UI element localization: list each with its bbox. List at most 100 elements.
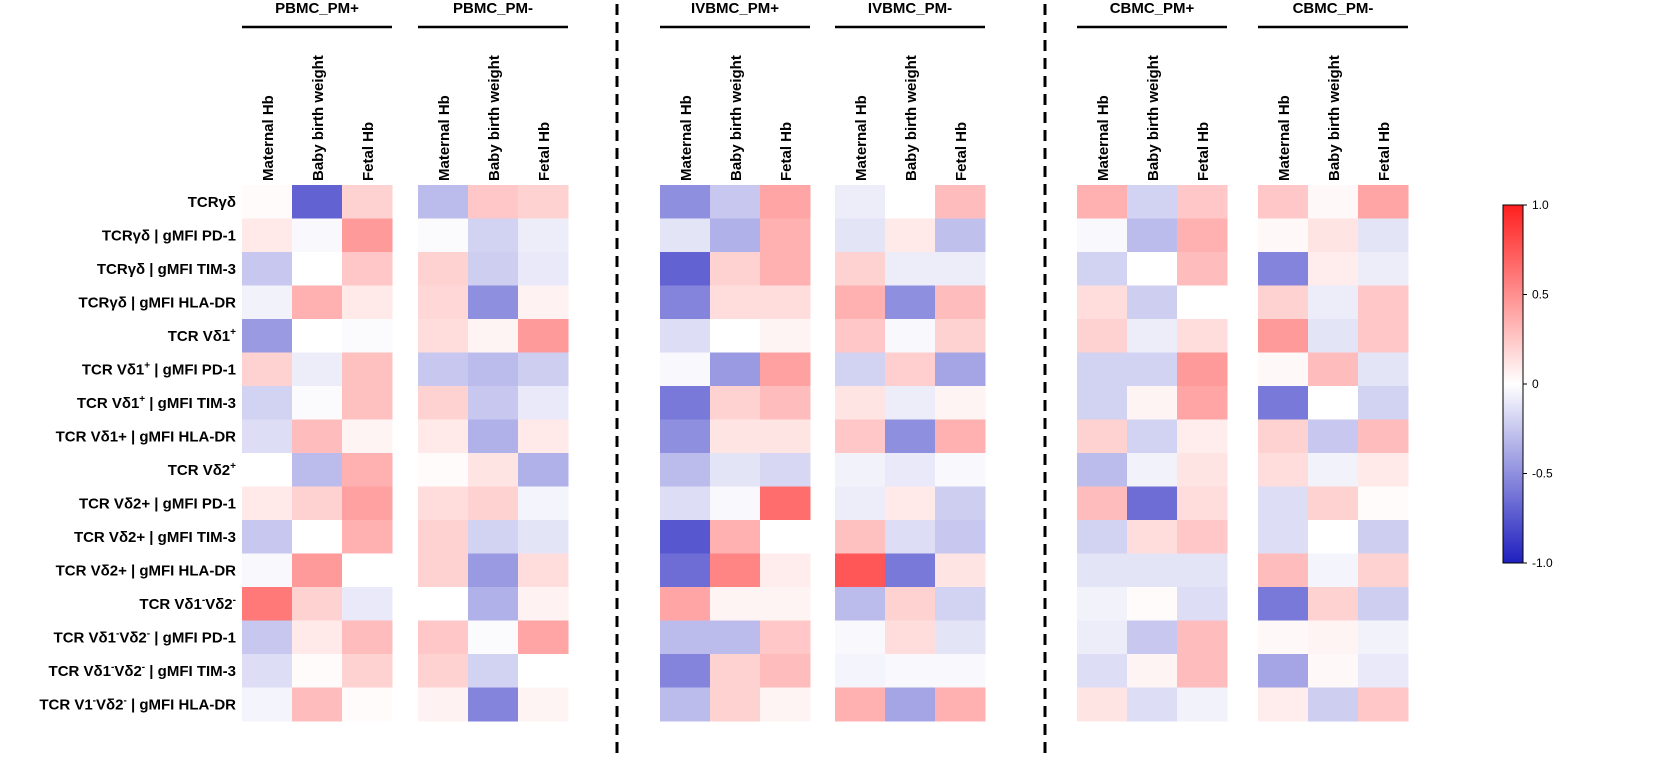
heatmap-cell (660, 252, 711, 286)
heatmap-cell (660, 486, 711, 521)
heatmap-cell (660, 185, 711, 219)
heatmap-cell (418, 218, 469, 253)
heatmap-cell (242, 218, 293, 253)
heatmap-cell (342, 285, 393, 320)
heatmap-cell (468, 654, 519, 688)
heatmap-cell (518, 319, 569, 353)
heatmap-cell (835, 352, 886, 387)
heatmap-cell (418, 620, 469, 655)
heatmap-cell (1308, 352, 1359, 387)
heatmap-cell (935, 654, 986, 688)
heatmap-cell (342, 252, 393, 286)
heatmap-cell (1177, 285, 1228, 320)
heatmap-cell (468, 252, 519, 286)
heatmap-cell (418, 587, 469, 621)
heatmap-cell (518, 453, 569, 487)
row-label: TCR Vδ2+ | gMFI PD-1 (79, 495, 236, 512)
heatmap-cell (660, 319, 711, 353)
heatmap-cell (885, 285, 936, 320)
heatmap-cell (1258, 654, 1309, 688)
heatmap-cell (835, 587, 886, 621)
heatmap-cell (660, 587, 711, 621)
heatmap-cell (1358, 352, 1409, 387)
heatmap-cell (1258, 285, 1309, 320)
heatmap-cell (935, 687, 986, 722)
heatmap-cell (935, 319, 986, 353)
heatmap-cell (1077, 218, 1128, 253)
heatmap-cell (1077, 687, 1128, 722)
heatmap-cell (760, 218, 811, 253)
column-label: Maternal Hb (1095, 95, 1112, 181)
heatmap-cell (1358, 218, 1409, 253)
heatmap-cell (1308, 419, 1359, 454)
heatmap-cell (242, 252, 293, 286)
heatmap-cell (835, 319, 886, 353)
heatmap-cell (835, 486, 886, 521)
heatmap-cell (1127, 352, 1178, 387)
heatmap-cell (760, 352, 811, 387)
row-label: TCR Vδ1-Vδ2- (139, 595, 236, 613)
column-label: Baby birth weight (903, 55, 920, 181)
heatmap-cell (1258, 419, 1309, 454)
heatmap-cell (660, 453, 711, 487)
heatmap-cell (935, 520, 986, 554)
heatmap-cell (242, 285, 293, 320)
heatmap-cell (660, 553, 711, 588)
heatmap-cell (342, 352, 393, 387)
heatmap-cell (885, 486, 936, 521)
heatmap-cell (935, 419, 986, 454)
heatmap-cell (342, 453, 393, 487)
heatmap-cell (935, 553, 986, 588)
heatmap-cell (468, 587, 519, 621)
heatmap-cell (710, 453, 761, 487)
column-label: Baby birth weight (728, 55, 745, 181)
heatmap-cell (1127, 419, 1178, 454)
heatmap-cell (468, 419, 519, 454)
heatmap-group: IVBMC_PM- Maternal Hb Baby birth weight Fet… (835, 0, 986, 722)
heatmap-cell (1177, 218, 1228, 253)
heatmap-cell (885, 687, 936, 722)
heatmap-cell (710, 553, 761, 588)
heatmap-cell (1358, 520, 1409, 554)
heatmap-cell (935, 453, 986, 487)
heatmap-cell (1308, 654, 1359, 688)
heatmap-group: CBMC_PM- Maternal Hb Baby birth weight Feta… (1258, 0, 1409, 722)
heatmap-cell (292, 486, 343, 521)
row-label: TCRγδ | gMFI PD-1 (102, 227, 236, 244)
heatmap-cell (468, 285, 519, 320)
heatmap-cell (935, 352, 986, 387)
heatmap-cell (518, 553, 569, 588)
heatmap-cell (292, 587, 343, 621)
heatmap-cell (342, 587, 393, 621)
heatmap-cell (418, 520, 469, 554)
heatmap-cell (468, 486, 519, 521)
heatmap-cell (1308, 185, 1359, 219)
heatmap-cell (935, 587, 986, 621)
heatmap-cell (342, 620, 393, 655)
heatmap-cell (1258, 520, 1309, 554)
heatmap-cell (1358, 687, 1409, 722)
heatmap-cell (1308, 620, 1359, 655)
heatmap-cell (342, 553, 393, 588)
heatmap-cell (242, 620, 293, 655)
heatmap-cell (760, 285, 811, 320)
heatmap-cell (710, 687, 761, 722)
heatmap-cell (1077, 285, 1128, 320)
heatmap-cell (760, 419, 811, 454)
colorbar-gradient (1502, 204, 1524, 564)
heatmap-cell (835, 654, 886, 688)
row-label: TCR Vδ2+ (168, 461, 236, 479)
heatmap-cell (710, 620, 761, 655)
heatmap-cell (242, 352, 293, 387)
heatmap-cell (835, 386, 886, 420)
column-label: Maternal Hb (853, 95, 870, 181)
heatmap-cell (418, 386, 469, 420)
heatmap-cell (660, 419, 711, 454)
heatmap-cell (835, 252, 886, 286)
heatmap-cell (1308, 587, 1359, 621)
heatmap-cell (760, 319, 811, 353)
heatmap-cell (1358, 285, 1409, 320)
heatmap-cell (1127, 453, 1178, 487)
heatmap-cell (242, 654, 293, 688)
